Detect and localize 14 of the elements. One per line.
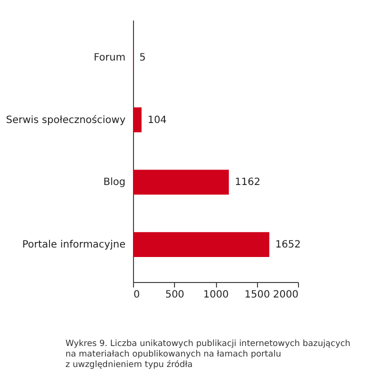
x-tick-label: 1500 <box>244 290 270 300</box>
data-label: 1652 <box>275 240 301 251</box>
data-label: 104 <box>148 114 167 126</box>
x-tick-label: 500 <box>165 290 184 300</box>
y-tick-label: Serwis społecznościowy <box>6 114 126 126</box>
data-label: 1162 <box>234 177 260 188</box>
y-tick-label: Forum <box>94 52 126 64</box>
x-tick-label: 1000 <box>203 290 229 300</box>
text: Wykres 9. Liczba unikatowych publikacji internetowych bazujących na materiałach opublikowanych na łamach portalu z uwzględnieniem typu źródła <box>65 339 350 370</box>
y-tick-label: Portale informacyjne <box>22 240 126 251</box>
x-tick-label: 2000 <box>273 290 298 300</box>
y-tick-label: Blog <box>103 177 126 188</box>
data-label: 5 <box>139 52 146 64</box>
x-tick-label: 0 <box>134 290 140 300</box>
